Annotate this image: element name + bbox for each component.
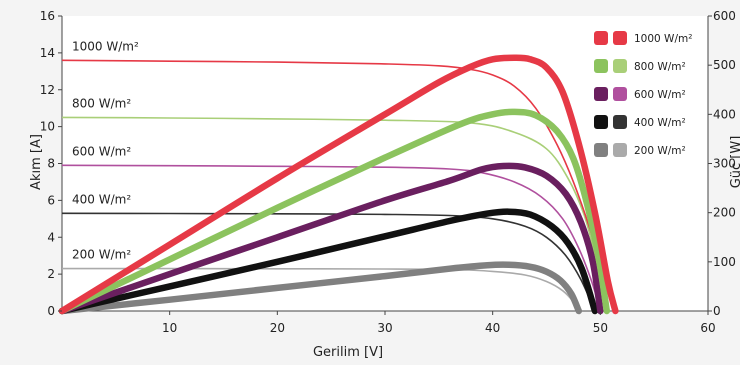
x-tick-label: 20 <box>270 321 285 335</box>
y-axis-right-title: Güç [W] <box>729 136 740 189</box>
legend-swatch-power-1000 <box>594 31 608 45</box>
y-right-tick-label: 600 <box>713 9 736 23</box>
legend-swatch-power-800 <box>594 59 608 73</box>
x-tick-label: 30 <box>377 321 392 335</box>
irradiance-label-1000: 1000 W/m² <box>72 39 139 53</box>
y-right-tick-label: 200 <box>713 206 736 220</box>
y-right-tick-label: 100 <box>713 255 736 269</box>
legend-label-400: 400 W/m² <box>634 117 686 129</box>
y-right-tick-label: 500 <box>713 58 736 72</box>
series-layer: 1000 W/m² 800 W/m² 600 W/m² 400 W/m² 200 W/m… <box>58 39 619 315</box>
y-right-tick-label: 300 <box>713 157 736 171</box>
legend: 1000 W/m² 800 W/m² 600 W/m² 400 W/m² 200 W/m… <box>594 31 692 157</box>
x-tick-label: 10 <box>162 321 177 335</box>
y-axis-left-title: Akım [A] <box>29 134 44 190</box>
legend-swatch-power-400 <box>594 115 608 129</box>
y-left-tick-label: 6 <box>47 193 55 207</box>
x-axis-title: Gerilim [V] <box>313 345 383 360</box>
y-left-tick-label: 16 <box>40 9 55 23</box>
irradiance-label-800: 800 W/m² <box>72 96 131 110</box>
legend-label-800: 800 W/m² <box>634 61 686 73</box>
legend-swatch-current-600 <box>613 87 627 101</box>
legend-swatch-current-200 <box>613 143 627 157</box>
x-tick-label: 60 <box>700 321 715 335</box>
x-tick-label: 40 <box>485 321 500 335</box>
power-curve-400 <box>58 208 599 315</box>
y-left-tick-label: 10 <box>40 120 55 134</box>
irradiance-label-200: 200 W/m² <box>72 248 131 262</box>
legend-label-600: 600 W/m² <box>634 89 686 101</box>
x-tick-label: 50 <box>593 321 608 335</box>
legend-swatch-current-400 <box>613 115 627 129</box>
current-line-200 <box>62 267 580 312</box>
power-curve-1000 <box>58 54 619 315</box>
irradiance-label-600: 600 W/m² <box>72 144 131 158</box>
legend-swatch-power-600 <box>594 87 608 101</box>
y-left-tick-label: 4 <box>47 230 55 244</box>
legend-swatch-power-200 <box>594 143 608 157</box>
power-curve-600 <box>58 162 604 315</box>
ticks-layer: 10 20 30 40 50 600246810121416010020030040050… <box>40 9 736 335</box>
y-left-tick-label: 12 <box>40 83 55 97</box>
y-right-tick-label: 400 <box>713 107 736 121</box>
legend-swatch-current-1000 <box>613 31 627 45</box>
power-curve-800 <box>58 108 611 315</box>
y-left-tick-label: 14 <box>40 46 55 60</box>
current-line-800 <box>61 116 608 312</box>
y-left-tick-label: 0 <box>47 304 55 318</box>
legend-label-1000: 1000 W/m² <box>634 33 692 45</box>
legend-label-200: 200 W/m² <box>634 145 686 157</box>
y-left-tick-label: 8 <box>47 157 55 171</box>
legend-swatch-current-800 <box>613 59 627 73</box>
y-left-tick-label: 2 <box>47 267 55 281</box>
y-right-tick-label: 0 <box>713 304 721 318</box>
power-curve-200 <box>58 261 583 315</box>
irradiance-label-400: 400 W/m² <box>72 192 131 206</box>
current-line-1000 <box>61 59 617 312</box>
